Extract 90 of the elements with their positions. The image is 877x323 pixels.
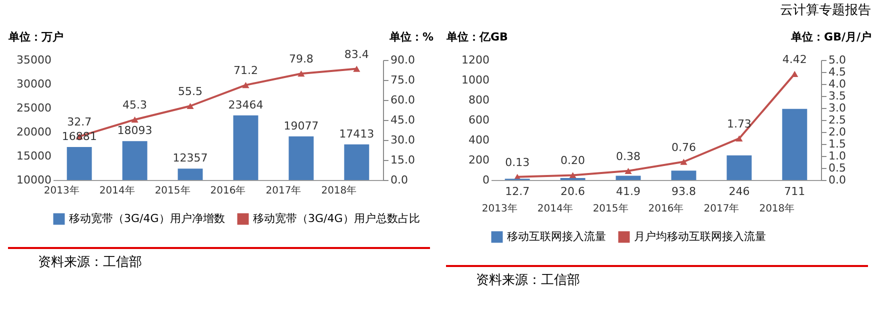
data-label: 71.2 bbox=[233, 64, 258, 78]
x-tick-label: 2016年 bbox=[210, 184, 246, 196]
data-label: 246 bbox=[728, 185, 750, 198]
point bbox=[353, 66, 360, 72]
data-label: 19077 bbox=[284, 119, 319, 132]
bar bbox=[616, 176, 641, 180]
y2-tick-label: 0.0 bbox=[828, 174, 846, 186]
data-label: 41.9 bbox=[616, 185, 641, 198]
data-label: 55.5 bbox=[178, 85, 203, 98]
y2-axis-title: 单位：% bbox=[388, 30, 434, 44]
y-tick-label: 15000 bbox=[16, 150, 52, 162]
data-label: 0.13 bbox=[505, 156, 530, 169]
point bbox=[186, 102, 194, 110]
y2-tick-label: 4.5 bbox=[828, 66, 846, 78]
legend-label: 移动宽带（3G/4G）用户净增数 bbox=[69, 212, 225, 225]
y-tick-label: 400 bbox=[468, 134, 490, 146]
point bbox=[624, 168, 632, 174]
y-tick-label: 20000 bbox=[16, 126, 52, 138]
chart-title: 云计算专题报告 bbox=[780, 3, 871, 18]
y-tick-label: 10000 bbox=[16, 174, 52, 186]
x-tick-label: 2015年 bbox=[154, 184, 190, 196]
y2-tick-label: 2.0 bbox=[828, 126, 846, 138]
y2-tick-label: 2.5 bbox=[828, 114, 846, 126]
bar bbox=[782, 108, 808, 180]
y-tick-label: 35000 bbox=[16, 54, 52, 66]
data-label: 4.42 bbox=[782, 52, 807, 66]
y2-tick-label: 60.0 bbox=[390, 94, 415, 106]
data-label: 0.38 bbox=[616, 150, 641, 163]
y2-tick-label: 45.0 bbox=[390, 114, 415, 126]
y-axis-title: 单位：万户 bbox=[8, 30, 64, 44]
text: 资料来源：工信部 bbox=[8, 247, 430, 271]
y2-tick-label: 3.5 bbox=[828, 90, 846, 102]
point bbox=[791, 70, 798, 77]
point bbox=[298, 70, 305, 77]
data-label: 79.8 bbox=[288, 52, 314, 66]
legend-label: 移动互联网接入流量 bbox=[507, 230, 606, 243]
x-tick-label: 2016年 bbox=[648, 202, 684, 214]
y-tick-label: 0 bbox=[482, 174, 490, 186]
x-tick-label: 2018年 bbox=[321, 184, 357, 196]
y2-axis-title: 单位：GB/月/户 bbox=[790, 30, 872, 44]
y-tick-label: 600 bbox=[468, 114, 490, 126]
data-label: 17413 bbox=[339, 127, 374, 140]
x-tick-label: 2013年 bbox=[44, 184, 80, 196]
point bbox=[242, 82, 250, 88]
x-tick-label: 2017年 bbox=[704, 202, 740, 214]
x-tick-label: 2013年 bbox=[482, 202, 518, 214]
y-tick-label: 1000 bbox=[462, 74, 490, 86]
y2-tick-label: 75.0 bbox=[390, 74, 415, 86]
y2-tick-label: 0.0 bbox=[390, 174, 408, 186]
bar bbox=[726, 155, 752, 180]
data-label: 12357 bbox=[172, 152, 208, 165]
y-tick-label: 200 bbox=[468, 154, 490, 166]
y2-tick-label: 5.0 bbox=[828, 54, 846, 66]
y2-tick-label: 30.0 bbox=[390, 134, 415, 146]
data-label: 12.7 bbox=[505, 185, 530, 198]
y-tick-label: 1200 bbox=[462, 54, 490, 66]
legend-label: 移动宽带（3G/4G）用户总数占比 bbox=[253, 212, 420, 225]
y2-tick-label: 90.0 bbox=[390, 54, 415, 66]
y2-tick-label: 1.5 bbox=[828, 138, 846, 150]
point bbox=[680, 158, 688, 165]
data-label: 23464 bbox=[228, 98, 264, 112]
point bbox=[131, 116, 138, 123]
x-tick-label: 2018年 bbox=[759, 202, 795, 214]
data-label: 32.7 bbox=[67, 115, 92, 128]
x-tick-label: 2017年 bbox=[266, 184, 302, 196]
data-label: 93.8 bbox=[671, 185, 696, 198]
y2-tick-label: 3.0 bbox=[828, 102, 846, 114]
y2-tick-label: 15.0 bbox=[390, 154, 415, 166]
x-tick-label: 2015年 bbox=[592, 202, 628, 214]
data-label: 18093 bbox=[117, 124, 152, 138]
data-label: 1.73 bbox=[726, 117, 752, 130]
data-label: 20.6 bbox=[560, 185, 586, 198]
y-axis-title: 单位：亿GB bbox=[446, 30, 508, 44]
y-tick-label: 25000 bbox=[16, 102, 52, 114]
x-tick-label: 2014年 bbox=[537, 202, 573, 214]
x-tick-label: 2014年 bbox=[99, 184, 135, 196]
data-label: 83.4 bbox=[344, 48, 369, 61]
y-tick-label: 800 bbox=[468, 94, 490, 106]
data-label: 0.20 bbox=[560, 154, 586, 168]
text: 资料来源：工信部 bbox=[446, 265, 868, 289]
y2-tick-label: 1.0 bbox=[828, 150, 846, 162]
y2-tick-label: 4.0 bbox=[828, 78, 846, 90]
point bbox=[736, 135, 743, 142]
y2-tick-label: 0.5 bbox=[828, 162, 846, 174]
data-label: 711 bbox=[784, 185, 806, 198]
data-label: 45.3 bbox=[122, 98, 148, 112]
y-tick-label: 30000 bbox=[16, 78, 52, 90]
data-label: 0.76 bbox=[671, 140, 696, 154]
bar bbox=[671, 170, 696, 180]
legend-label: 月户均移动互联网接入流量 bbox=[634, 230, 766, 243]
